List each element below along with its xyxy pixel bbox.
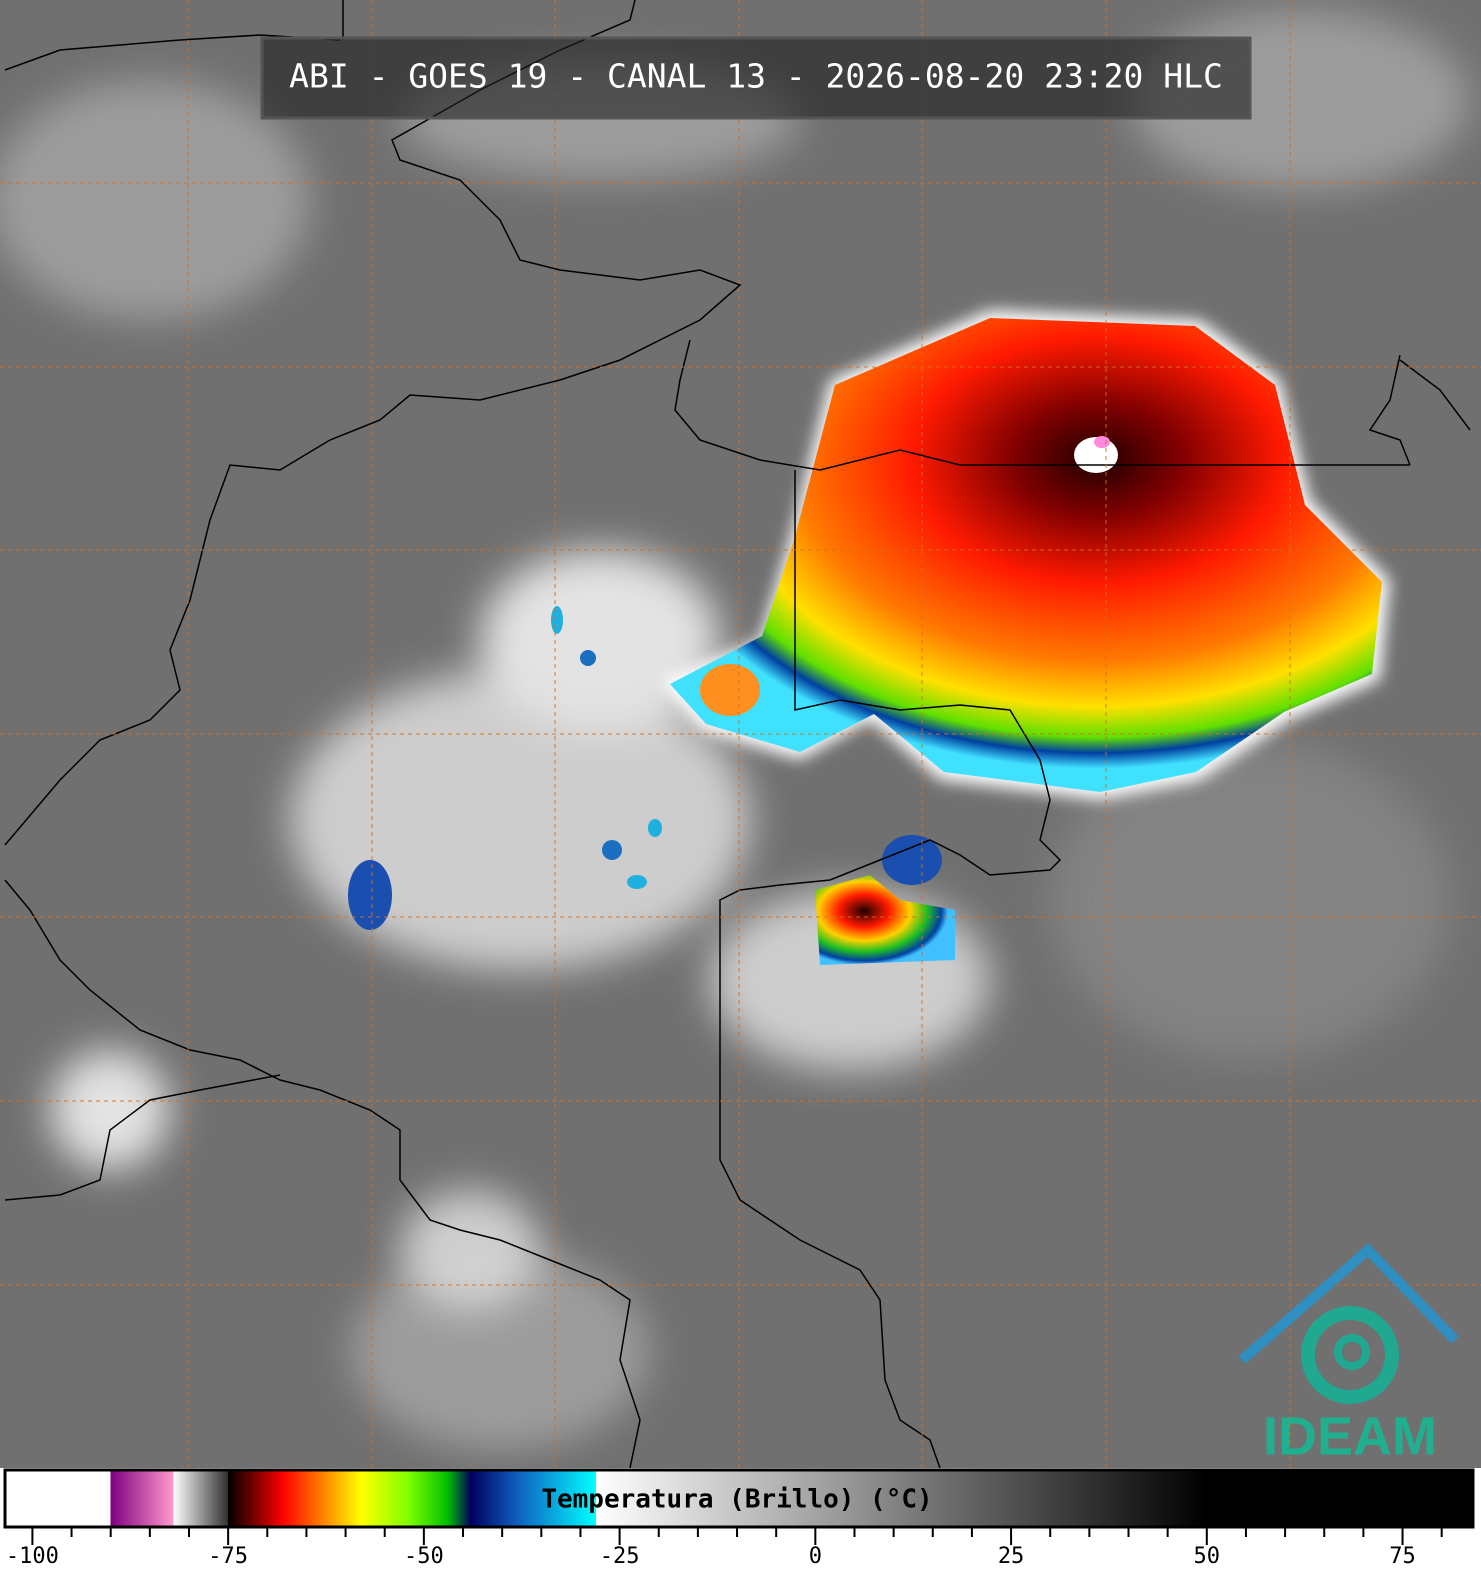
borders (4, 0, 1471, 1469)
tick-label: 0 (809, 1544, 822, 1569)
tick-label: 50 (1194, 1544, 1221, 1569)
logo: IDEAM (1238, 1243, 1459, 1466)
tick-label: -50 (404, 1544, 444, 1569)
graticule (0, 0, 1481, 1468)
tick-label: -75 (208, 1544, 248, 1569)
title-box: ABI - GOES 19 - CANAL 13 - 2026-08-20 23… (260, 36, 1252, 120)
title: ABI - GOES 19 - CANAL 13 - 2026-08-20 23… (289, 57, 1223, 96)
tick-label: 75 (1389, 1544, 1416, 1569)
colorbar: Temperatura (Brillo) (°C) -100 -75 -50 -25 0… (0, 1468, 1481, 1577)
colorbar-label: Temperatura (Brillo) (°C) (541, 1485, 932, 1515)
logo-text: IDEAM (1263, 1406, 1437, 1466)
tick-label: -100 (6, 1544, 59, 1569)
tick-label: 25 (998, 1544, 1025, 1569)
tick-label: -25 (600, 1544, 640, 1569)
